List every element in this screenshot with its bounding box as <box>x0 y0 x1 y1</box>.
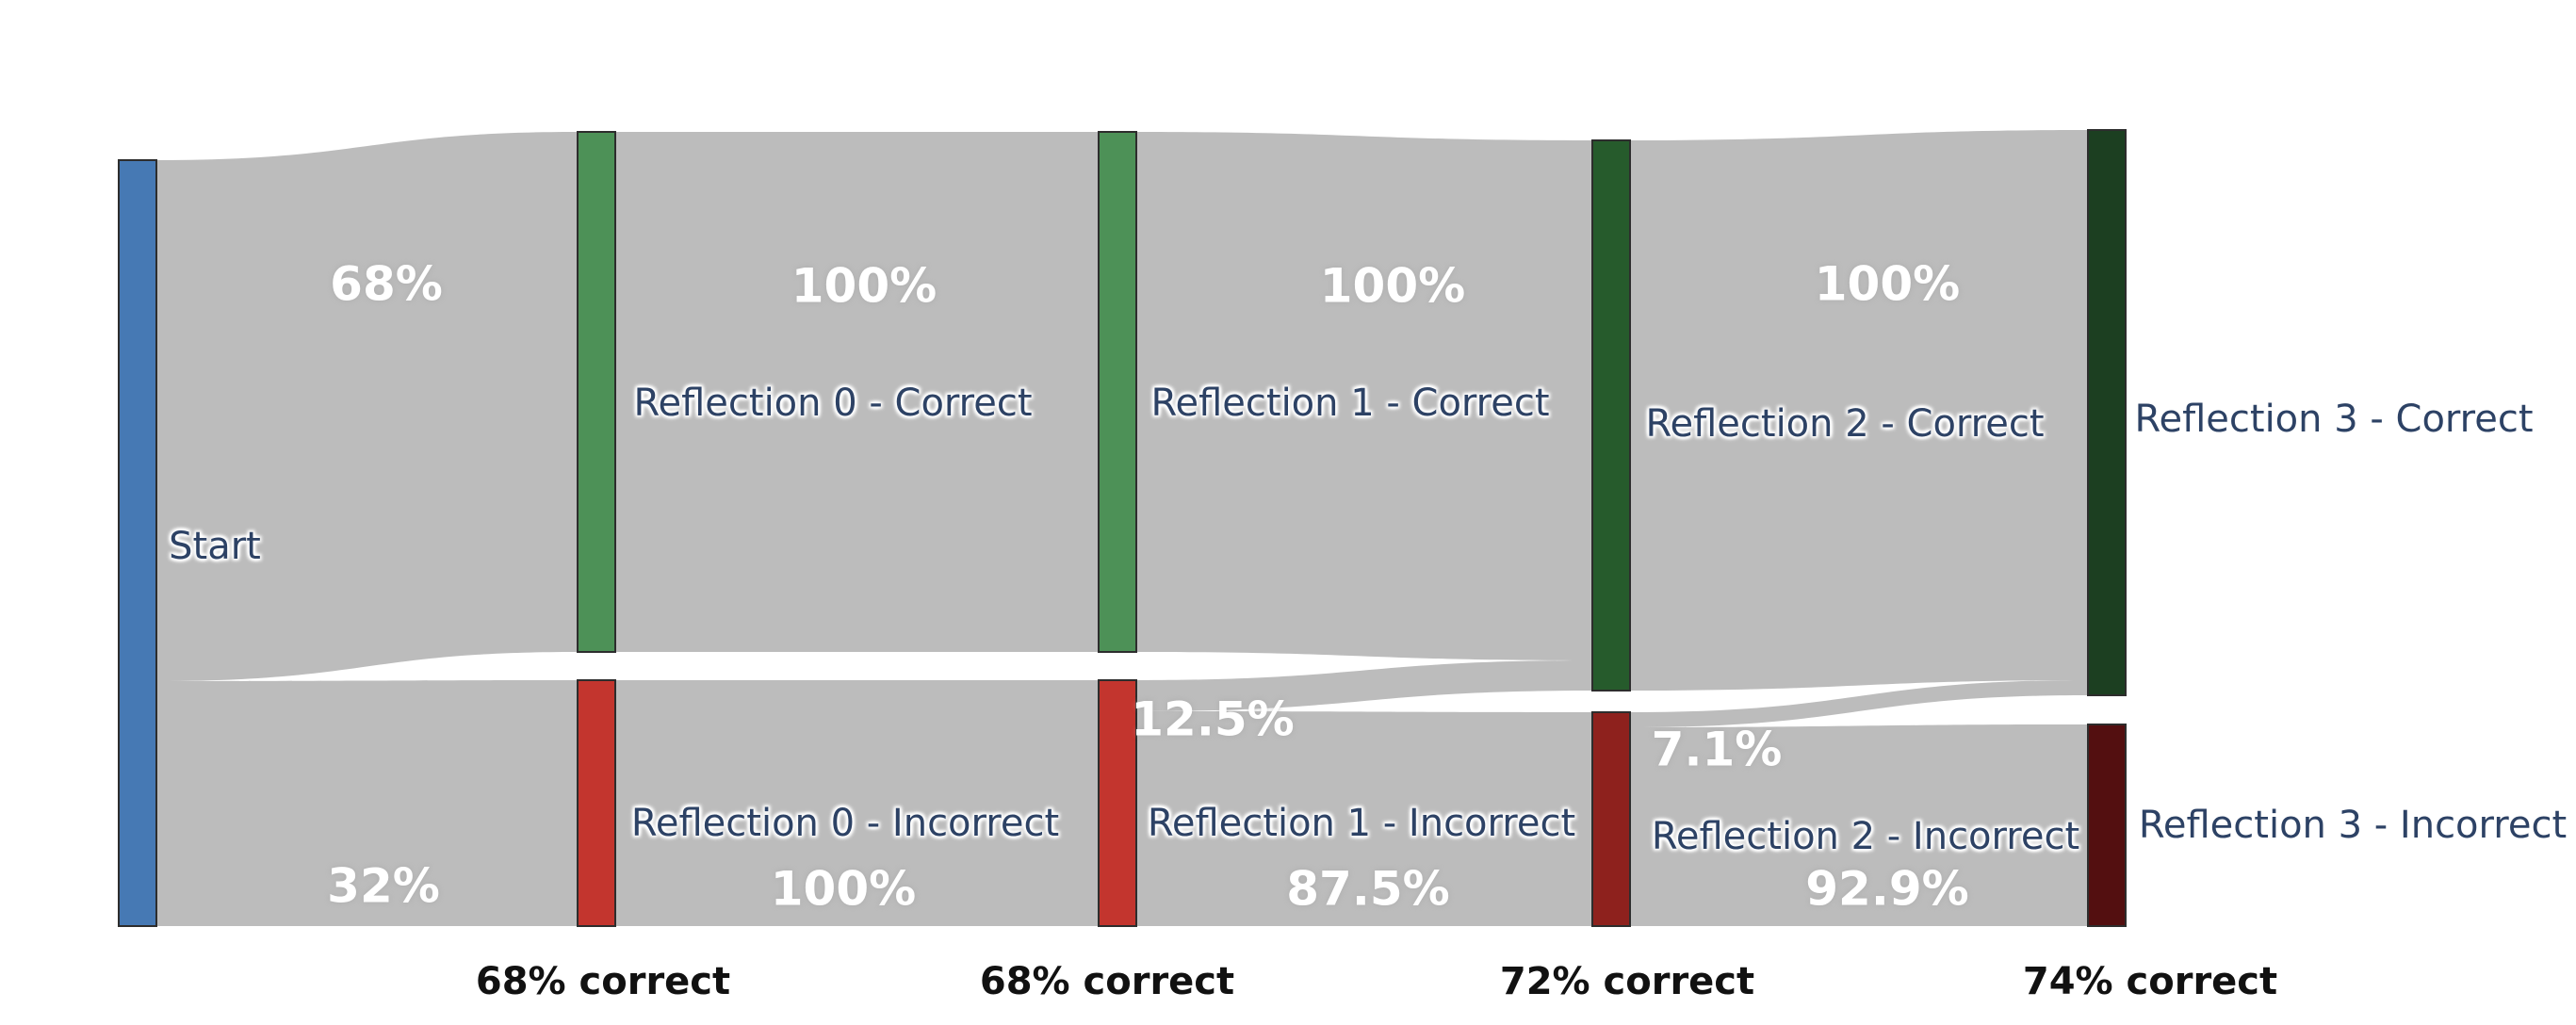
node-r2i[interactable] <box>1591 711 1631 927</box>
flow-r2i-r3i[interactable] <box>1630 724 2088 926</box>
flow-r2c-r3c[interactable] <box>1630 130 2088 691</box>
flow-r1i-r2c[interactable] <box>1136 660 1592 711</box>
flow-r1i-r2i[interactable] <box>1136 711 1592 926</box>
flow-r1c-r2c[interactable] <box>1136 132 1592 660</box>
flow-r0i-r1i[interactable] <box>615 680 1099 926</box>
flow-r0c-r1c[interactable] <box>615 132 1099 652</box>
node-r3c[interactable] <box>2087 129 2127 696</box>
flow-r2i-r3c[interactable] <box>1630 680 2088 727</box>
node-r1c[interactable] <box>1098 131 1137 653</box>
flow-start-r0c[interactable] <box>156 132 578 681</box>
node-r0i[interactable] <box>577 679 616 927</box>
node-r3i[interactable] <box>2087 724 2127 927</box>
node-r1i[interactable] <box>1098 679 1137 927</box>
node-r0c[interactable] <box>577 131 616 653</box>
node-start[interactable] <box>118 159 157 927</box>
flow-start-r0i[interactable] <box>156 680 578 926</box>
node-r2c[interactable] <box>1591 139 1631 691</box>
